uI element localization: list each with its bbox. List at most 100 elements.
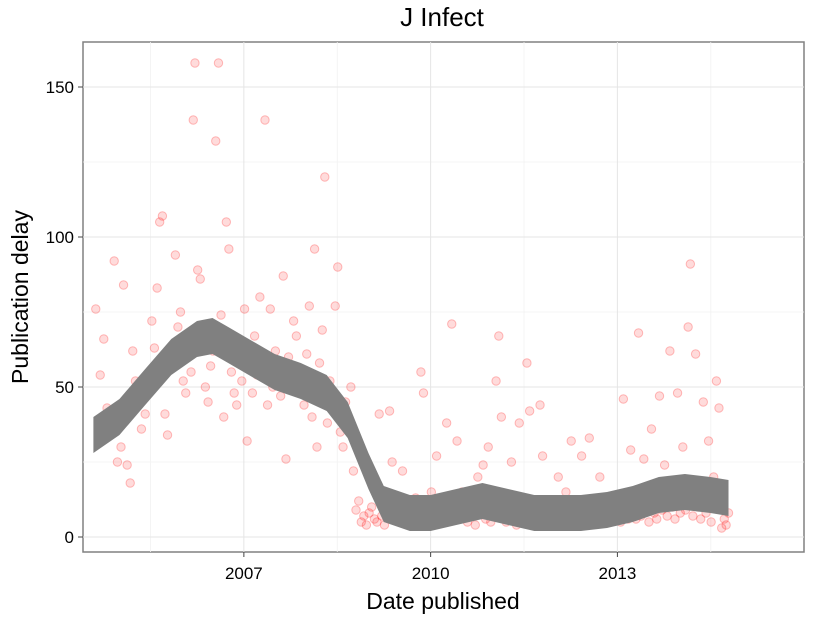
x-axis-label: Date published	[366, 588, 519, 614]
data-point	[535, 400, 545, 410]
smooth-ribbon	[93, 318, 729, 531]
data-point	[109, 256, 119, 266]
plot-panel	[82, 41, 805, 553]
data-point	[473, 472, 483, 482]
data-point	[452, 436, 462, 446]
data-point	[302, 349, 312, 359]
data-point	[221, 217, 232, 227]
data-point	[690, 349, 701, 359]
data-point	[291, 331, 302, 341]
data-point	[152, 283, 162, 293]
data-point	[659, 460, 670, 470]
data-point	[162, 430, 173, 440]
y-axis-label: Publication delay	[7, 210, 33, 384]
x-tick-label: 2010	[412, 564, 450, 583]
data-point	[309, 244, 320, 254]
data-point	[447, 319, 457, 329]
data-point	[685, 259, 696, 269]
data-point	[118, 280, 129, 290]
data-point	[247, 388, 258, 398]
y-tick-label: 0	[65, 528, 74, 547]
data-point	[678, 442, 688, 452]
y-tick-label: 50	[55, 378, 74, 397]
data-point	[237, 376, 247, 386]
data-point	[157, 211, 168, 221]
data-point	[537, 451, 548, 461]
data-point	[200, 382, 211, 392]
data-point	[211, 136, 221, 146]
data-point	[242, 436, 252, 446]
data-point	[99, 334, 109, 344]
data-point	[333, 262, 343, 272]
data-point	[317, 325, 327, 335]
data-point	[506, 457, 517, 467]
data-point	[644, 517, 654, 527]
data-point	[494, 331, 504, 341]
data-point	[374, 409, 384, 419]
data-point	[470, 520, 480, 530]
data-point	[205, 361, 216, 371]
data-point	[483, 442, 493, 452]
data-point	[226, 367, 237, 377]
data-point	[160, 409, 170, 419]
data-point	[397, 466, 408, 476]
data-point	[188, 115, 198, 125]
data-point	[706, 517, 716, 527]
data-point	[387, 457, 397, 467]
data-point	[576, 451, 587, 461]
data-point	[154, 217, 165, 227]
data-point	[364, 508, 374, 518]
data-point	[262, 400, 273, 410]
data-point	[714, 403, 724, 413]
data-point	[330, 301, 340, 311]
data-point	[170, 250, 181, 260]
data-point	[698, 397, 708, 407]
data-point	[491, 376, 501, 386]
data-point	[652, 514, 662, 524]
data-point	[688, 511, 698, 521]
data-point	[566, 436, 576, 446]
data-point	[281, 454, 291, 464]
data-point	[478, 460, 488, 470]
data-point	[625, 445, 636, 455]
data-point	[654, 391, 665, 401]
data-point	[665, 346, 675, 356]
data-point	[232, 400, 242, 410]
x-tick-label: 2007	[225, 564, 263, 583]
data-point	[716, 523, 727, 533]
data-point	[369, 514, 380, 524]
chart-title: J Infect	[400, 2, 485, 32]
data-point	[662, 511, 672, 521]
data-point	[181, 388, 191, 398]
data-point	[359, 511, 369, 521]
data-point	[356, 517, 366, 527]
data-point	[249, 331, 260, 341]
data-point	[561, 487, 571, 497]
data-point	[224, 244, 234, 254]
data-point	[312, 442, 322, 452]
data-point	[195, 274, 205, 284]
data-point	[522, 358, 532, 368]
x-axis-ticks: 2007 2010 2013	[225, 552, 636, 583]
y-tick-label: 150	[46, 78, 74, 97]
data-point	[265, 304, 275, 314]
data-point	[314, 358, 325, 368]
data-point	[149, 343, 160, 353]
data-point	[278, 271, 288, 281]
data-point	[125, 478, 135, 488]
smooth-band	[93, 318, 729, 531]
data-point	[304, 301, 315, 311]
data-point	[91, 304, 101, 314]
data-point	[384, 406, 395, 416]
data-point	[216, 310, 226, 320]
data-point	[203, 397, 213, 407]
data-point	[696, 514, 706, 524]
data-point	[122, 460, 132, 470]
data-point	[175, 307, 186, 317]
data-point	[140, 409, 150, 419]
data-point	[683, 322, 693, 332]
data-point	[147, 316, 157, 326]
data-point	[348, 466, 359, 476]
data-point	[639, 454, 649, 464]
